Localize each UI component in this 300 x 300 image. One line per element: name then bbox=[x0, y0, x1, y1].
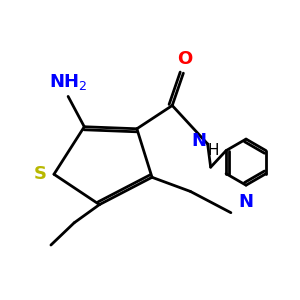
Text: NH$_2$: NH$_2$ bbox=[49, 72, 87, 92]
Text: N: N bbox=[238, 193, 253, 211]
Text: N: N bbox=[191, 132, 206, 150]
Text: S: S bbox=[34, 165, 47, 183]
Text: H: H bbox=[208, 142, 219, 158]
Text: O: O bbox=[177, 50, 192, 68]
